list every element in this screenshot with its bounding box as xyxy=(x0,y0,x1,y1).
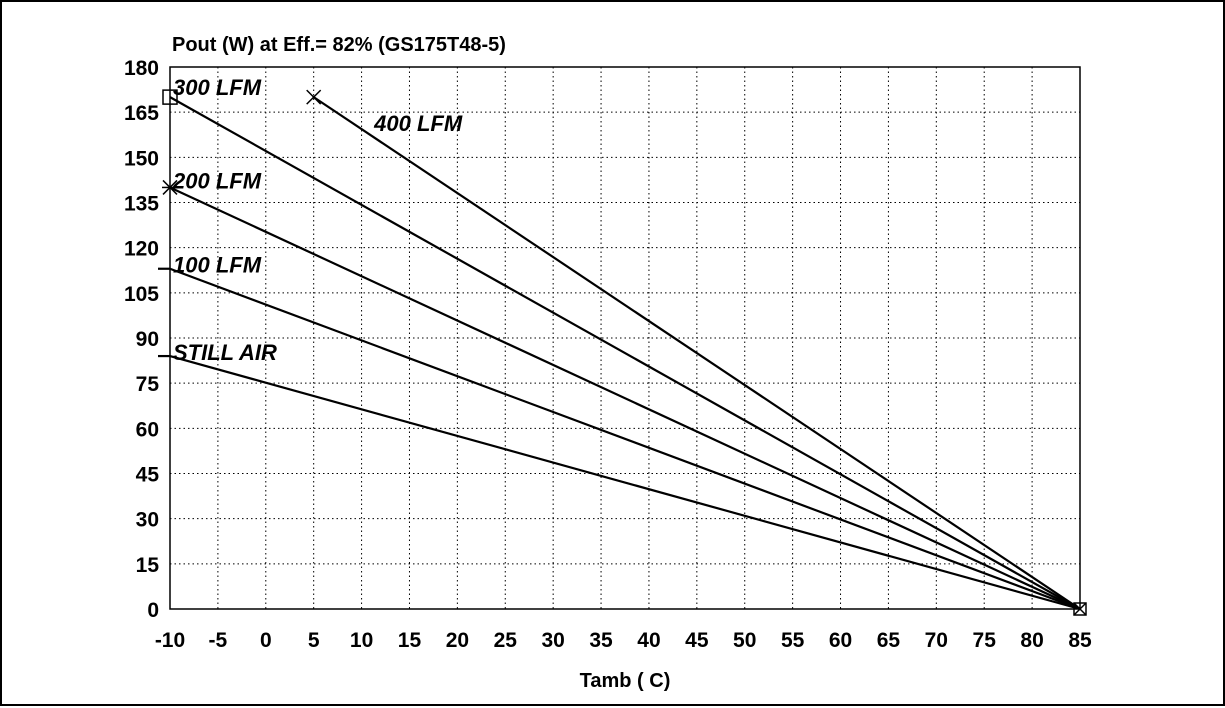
x-tick-label: 10 xyxy=(350,629,373,652)
x-tick-label: 30 xyxy=(541,629,564,652)
y-tick-label: 150 xyxy=(124,147,159,170)
x-axis-title: Tamb ( C) xyxy=(580,670,671,692)
series-label: 400 LFM xyxy=(373,111,463,136)
x-tick-label: 25 xyxy=(494,629,518,652)
x-tick-label: 5 xyxy=(308,629,320,652)
plot-area-border xyxy=(169,66,1081,610)
y-tick-label: 165 xyxy=(124,102,159,125)
grid-lines xyxy=(170,67,1080,609)
series-label: 200 LFM xyxy=(172,168,262,193)
series-line xyxy=(169,355,1081,611)
y-tick-label: 0 xyxy=(147,599,159,622)
x-tick-label: 50 xyxy=(733,629,756,652)
x-tick-label: -5 xyxy=(209,629,228,652)
series-markers xyxy=(158,89,1087,616)
x-tick-label: 75 xyxy=(973,629,997,652)
series-marker xyxy=(162,89,178,105)
y-tick-label: 60 xyxy=(136,418,159,441)
series-line xyxy=(169,96,1081,610)
x-tick-label: 40 xyxy=(637,629,660,652)
x-tick-label: 45 xyxy=(685,629,709,652)
y-tick-label: 180 xyxy=(124,57,159,80)
x-tick-label: 70 xyxy=(925,629,948,652)
x-tick-label: 55 xyxy=(781,629,805,652)
series-label: STILL AIR xyxy=(173,340,277,365)
x-tick-label: 85 xyxy=(1068,629,1092,652)
x-tick-label: 60 xyxy=(829,629,852,652)
x-tick-label: 15 xyxy=(398,629,422,652)
series-line xyxy=(169,267,1081,611)
x-axis-tick-labels: -10 -5 0 5 10 15 20 25 30 35 40 45 50 55 60 65 70 75 80 85 xyxy=(155,629,1092,652)
y-tick-label: 45 xyxy=(136,464,160,487)
y-tick-label: 75 xyxy=(136,373,160,396)
y-tick-label: 30 xyxy=(136,509,159,532)
x-tick-label: 35 xyxy=(589,629,613,652)
x-tick-label: 20 xyxy=(446,629,469,652)
end-marker xyxy=(1073,602,1087,616)
end-marker xyxy=(1073,602,1087,616)
series-label: 100 LFM xyxy=(173,253,262,278)
x-tick-label: 65 xyxy=(877,629,901,652)
series-marker xyxy=(306,89,322,105)
y-axis-tick-labels: 0 15 30 45 60 75 90 105 120 135 150 165 180 xyxy=(124,57,159,622)
y-tick-label: 105 xyxy=(124,283,159,306)
series-line xyxy=(169,186,1081,610)
x-tick-label: 0 xyxy=(260,629,272,652)
series-line xyxy=(313,96,1081,610)
y-tick-label: 120 xyxy=(124,238,159,261)
y-tick-label: 135 xyxy=(124,193,159,216)
series-labels: 400 LFM 300 LFM 200 LFM 100 LFM STILL AIR xyxy=(172,75,463,365)
y-tick-label: 90 xyxy=(136,328,159,351)
y-tick-label: 15 xyxy=(136,554,160,577)
x-tick-label: -10 xyxy=(155,629,185,652)
chart-title: Pout (W) at Eff.= 82% (GS175T48-5) xyxy=(172,34,506,56)
x-tick-label: 80 xyxy=(1020,629,1043,652)
series-label: 300 LFM xyxy=(173,75,262,100)
series-lines xyxy=(169,96,1081,611)
